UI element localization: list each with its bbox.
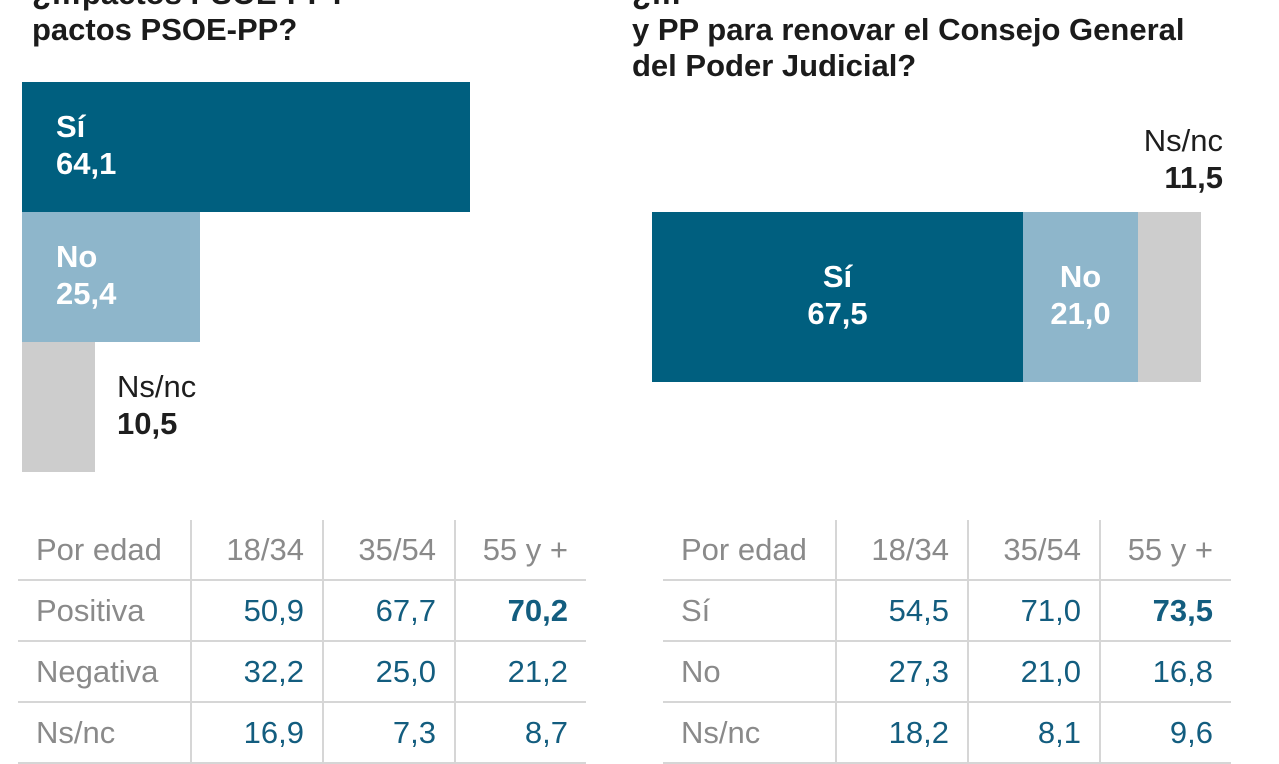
table-cell: 16,9 (190, 701, 324, 764)
table-cell-highlight: 70,2 (454, 579, 586, 642)
table-cell: 8,1 (967, 701, 1101, 764)
table-cell: 8,7 (454, 701, 586, 764)
table-cell: 67,7 (322, 579, 456, 642)
chart-title-left: ¿…pactos PSOE-PP? pactos PSOE-PP? (32, 0, 347, 48)
segment-label-si-right: Sí 67,5 (652, 258, 1023, 332)
table-row: No 27,3 21,0 16,8 (663, 640, 1231, 703)
table-cell: 7,3 (322, 701, 456, 764)
title-line: ¿… (632, 0, 1185, 12)
table-cell-highlight: 73,5 (1099, 579, 1231, 642)
table-row-label: Positiva (18, 579, 192, 642)
bar-category: Sí (56, 109, 86, 144)
segment-si-right (652, 212, 1023, 382)
table-header-cell: 35/54 (967, 520, 1101, 581)
bar-value: 64,1 (56, 146, 117, 181)
segment-no-right (1023, 212, 1138, 382)
table-header-cell: Por edad (18, 520, 192, 581)
bar-si-left (22, 82, 470, 212)
table-cell: 21,2 (454, 640, 586, 703)
chart-title-right: ¿… y PP para renovar el Consejo General … (632, 0, 1185, 84)
bar-category: No (56, 239, 98, 274)
table-row-label: Sí (663, 579, 837, 642)
table-row-label: Ns/nc (663, 701, 837, 764)
table-cell: 18,2 (835, 701, 969, 764)
table-header-cell: 18/34 (190, 520, 324, 581)
bar-category: Sí (822, 259, 853, 294)
bar-value: 21,0 (1050, 296, 1111, 331)
table-header-row: Por edad 18/34 35/54 55 y + (663, 520, 1231, 581)
table-header-cell: 55 y + (1099, 520, 1231, 581)
table-header-cell: 35/54 (322, 520, 456, 581)
segment-label-nsnc-right: Ns/nc 11,5 (1001, 122, 1223, 196)
table-cell: 32,2 (190, 640, 324, 703)
table-cell: 16,8 (1099, 640, 1231, 703)
table-cell: 50,9 (190, 579, 324, 642)
table-cell: 54,5 (835, 579, 969, 642)
table-cell: 27,3 (835, 640, 969, 703)
table-cell: 9,6 (1099, 701, 1231, 764)
title-line: pactos PSOE-PP? (32, 12, 298, 47)
bar-value: 67,5 (807, 296, 868, 331)
table-row: Ns/nc 18,2 8,1 9,6 (663, 701, 1231, 764)
table-header-cell: Por edad (663, 520, 837, 581)
bar-label-nsnc-left: Ns/nc 10,5 (117, 368, 196, 442)
bar-value: 25,4 (56, 276, 117, 311)
title-line: del Poder Judicial? (632, 48, 917, 83)
age-breakdown-table-right: Por edad 18/34 35/54 55 y + Sí 54,5 71,0… (663, 520, 1231, 764)
bar-no-left (22, 212, 200, 342)
table-row: Positiva 50,9 67,7 70,2 (18, 579, 586, 642)
table-cell: 21,0 (967, 640, 1101, 703)
table-row: Ns/nc 16,9 7,3 8,7 (18, 701, 586, 764)
age-breakdown-table-left: Por edad 18/34 35/54 55 y + Positiva 50,… (18, 520, 586, 764)
bar-category: No (1059, 259, 1102, 294)
table-row-label: No (663, 640, 837, 703)
table-header-cell: 18/34 (835, 520, 969, 581)
table-row: Negativa 32,2 25,0 21,2 (18, 640, 586, 703)
title-line: y PP para renovar el Consejo General (632, 12, 1185, 47)
segment-label-no-right: No 21,0 (1023, 258, 1138, 332)
bar-value: 11,5 (1164, 160, 1223, 195)
table-header-cell: 55 y + (454, 520, 586, 581)
table-cell: 25,0 (322, 640, 456, 703)
bar-category: Ns/nc (1143, 123, 1223, 158)
table-header-row: Por edad 18/34 35/54 55 y + (18, 520, 586, 581)
table-row-label: Ns/nc (18, 701, 192, 764)
title-line: ¿…pactos PSOE-PP? (32, 0, 347, 12)
segment-nsnc-right (1138, 212, 1201, 382)
bar-category: Ns/nc (117, 369, 197, 404)
table-row: Sí 54,5 71,0 73,5 (663, 579, 1231, 642)
bar-label-si-left: Sí 64,1 (56, 108, 116, 182)
bar-nsnc-left (22, 342, 95, 472)
table-row-label: Negativa (18, 640, 192, 703)
bar-label-no-left: No 25,4 (56, 238, 116, 312)
bar-value: 10,5 (117, 406, 178, 441)
table-cell: 71,0 (967, 579, 1101, 642)
